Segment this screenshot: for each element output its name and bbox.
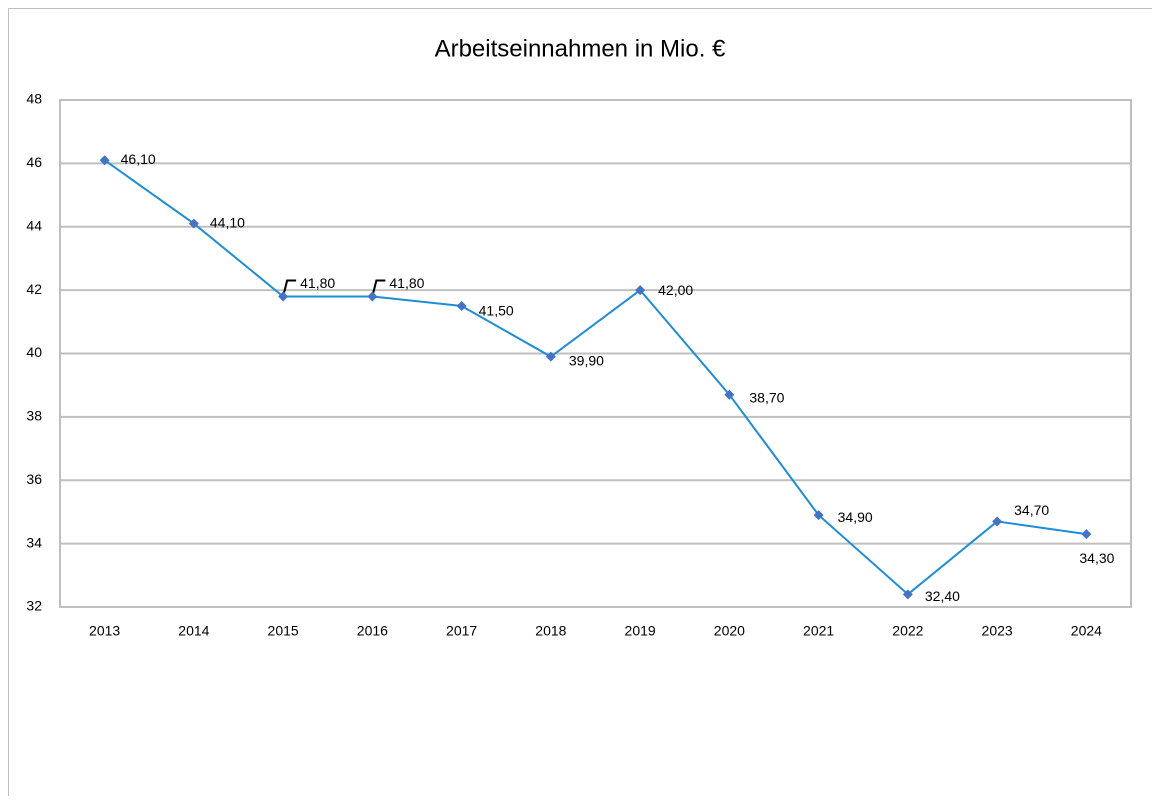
y-tick-label: 32	[26, 598, 42, 614]
x-tick-label: 2021	[803, 623, 834, 639]
y-tick-label: 44	[26, 217, 42, 233]
y-tick-label: 36	[26, 471, 42, 487]
x-tick-label: 2019	[625, 623, 656, 639]
data-label: 34,90	[838, 509, 873, 525]
data-label: 34,70	[1014, 502, 1049, 518]
y-tick-label: 42	[26, 281, 42, 297]
data-label: 44,10	[210, 214, 245, 230]
y-tick-label: 40	[26, 344, 42, 360]
data-label: 42,00	[658, 282, 693, 298]
x-tick-label: 2016	[357, 623, 388, 639]
x-tick-label: 2020	[714, 623, 745, 639]
x-tick-label: 2013	[89, 623, 120, 639]
x-tick-label: 2014	[178, 623, 209, 639]
x-tick-label: 2023	[982, 623, 1013, 639]
data-label: 34,30	[1079, 550, 1114, 566]
data-label: 41,80	[300, 275, 335, 291]
data-label: 39,90	[569, 352, 604, 368]
x-tick-label: 2018	[535, 623, 566, 639]
x-tick-label: 2015	[268, 623, 299, 639]
data-label: 46,10	[121, 151, 156, 167]
y-tick-label: 46	[26, 154, 42, 170]
x-tick-label: 2017	[446, 623, 477, 639]
data-label: 38,70	[749, 389, 784, 405]
y-tick-label: 38	[26, 408, 42, 424]
data-label: 32,40	[925, 588, 960, 604]
data-label: 41,80	[389, 275, 424, 291]
chart-title: Arbeitseinnahmen in Mio. €	[435, 35, 726, 62]
x-tick-label: 2024	[1071, 623, 1102, 639]
data-label: 41,50	[479, 303, 514, 319]
chart-border	[9, 9, 1152, 797]
y-tick-label: 48	[26, 91, 42, 107]
y-tick-label: 34	[26, 534, 42, 550]
x-tick-label: 2022	[892, 623, 923, 639]
